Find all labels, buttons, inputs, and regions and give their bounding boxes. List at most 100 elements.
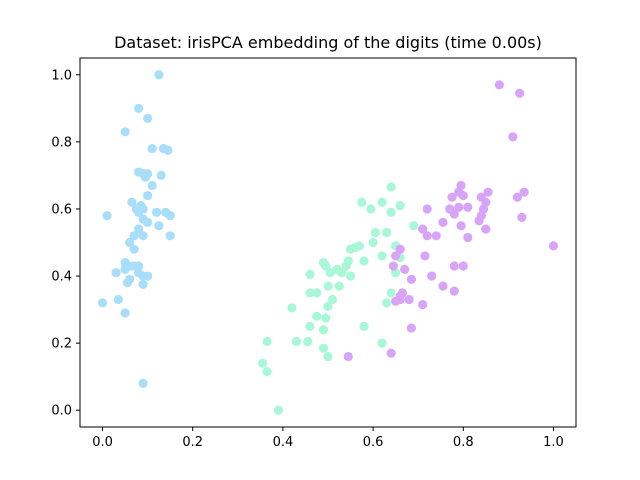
data-point-series-3 [458, 190, 468, 201]
data-point-series-2 [377, 197, 387, 207]
data-point-series-1 [113, 294, 123, 305]
data-point-series-1 [122, 278, 132, 288]
data-point-series-1 [111, 268, 121, 278]
data-point-series-3 [422, 204, 432, 214]
data-point-series-3 [431, 231, 441, 241]
points-layer [97, 70, 559, 415]
data-point-series-2 [291, 336, 302, 347]
data-point-series-3 [449, 209, 459, 219]
data-point-series-3 [418, 224, 428, 234]
data-point-series-2 [318, 343, 329, 353]
data-point-series-3 [494, 80, 504, 90]
data-point-series-1 [147, 180, 157, 191]
data-point-series-2 [382, 227, 392, 238]
data-point-series-3 [519, 187, 529, 197]
data-point-series-2 [382, 298, 392, 308]
data-point-series-3 [454, 202, 464, 212]
data-point-series-3 [395, 244, 405, 254]
data-point-series-1 [138, 231, 148, 241]
data-point-series-2 [377, 338, 387, 348]
data-point-series-3 [483, 187, 493, 197]
data-point-series-2 [334, 281, 344, 291]
data-point-series-2 [321, 313, 331, 323]
y-tick-label: 1.0 [51, 68, 72, 83]
data-point-series-1 [134, 207, 144, 217]
data-point-series-1 [120, 264, 130, 274]
data-point-series-1 [143, 271, 153, 281]
data-point-series-3 [427, 271, 437, 281]
data-point-series-3 [406, 323, 417, 333]
data-point-series-1 [143, 113, 153, 123]
data-point-series-3 [400, 264, 410, 274]
data-point-series-2 [386, 288, 396, 298]
data-point-series-3 [343, 351, 353, 362]
data-point-series-1 [125, 237, 135, 248]
data-point-series-1 [120, 308, 130, 318]
data-point-series-3 [456, 221, 466, 231]
data-point-series-3 [438, 217, 448, 227]
data-point-series-3 [548, 241, 559, 251]
data-point-series-3 [422, 231, 432, 241]
data-point-series-3 [463, 232, 473, 243]
data-point-series-1 [156, 170, 166, 181]
data-point-series-3 [449, 286, 459, 296]
data-point-series-2 [325, 268, 335, 278]
data-point-series-2 [386, 207, 396, 217]
y-tick-label: 0.2 [51, 337, 72, 352]
axes-layer: 0.0 0.2 0.4 0.6 0.8 1.0 0.0 0.2 0.4 0.6 0.8 1.0 [51, 57, 577, 450]
data-point-series-1 [120, 127, 130, 137]
data-point-series-2 [370, 227, 380, 238]
data-point-series-3 [458, 261, 468, 271]
data-point-series-3 [512, 192, 522, 202]
data-point-series-2 [327, 294, 338, 305]
data-point-series-1 [97, 298, 108, 308]
x-tick-label: 0.2 [182, 435, 203, 450]
data-point-series-2 [350, 242, 360, 253]
data-point-series-1 [165, 211, 175, 221]
x-tick-label: 0.6 [363, 435, 384, 450]
data-point-series-2 [312, 311, 322, 321]
data-point-series-1 [129, 244, 139, 254]
data-point-series-2 [368, 237, 378, 248]
data-point-series-1 [134, 261, 144, 271]
data-point-series-1 [143, 190, 153, 201]
data-point-series-1 [154, 221, 164, 231]
data-point-series-3 [406, 274, 417, 284]
y-tick-label: 0.0 [51, 404, 72, 419]
data-point-series-2 [305, 321, 315, 331]
x-tick-label: 1.0 [543, 435, 564, 450]
data-point-series-1 [127, 197, 137, 207]
data-point-series-2 [409, 221, 419, 231]
y-tick-label: 0.4 [51, 270, 72, 285]
data-point-series-3 [481, 224, 491, 234]
data-point-series-1 [129, 231, 139, 241]
plot-frame [79, 57, 577, 428]
data-point-series-3 [508, 132, 518, 142]
data-point-series-1 [140, 172, 150, 182]
data-point-series-2 [262, 367, 272, 377]
data-point-series-1 [138, 279, 148, 290]
data-point-series-2 [323, 281, 333, 291]
data-point-series-2 [318, 325, 329, 335]
data-point-series-1 [138, 378, 148, 388]
data-point-series-1 [134, 103, 144, 113]
data-point-series-1 [147, 143, 157, 154]
data-point-series-1 [134, 224, 144, 234]
y-tick-label: 0.6 [51, 202, 72, 217]
data-point-series-3 [418, 299, 428, 310]
data-point-series-2 [258, 358, 268, 368]
data-point-series-3 [515, 88, 525, 98]
data-point-series-2 [345, 271, 356, 281]
data-point-series-3 [388, 261, 398, 271]
data-point-series-3 [391, 251, 401, 261]
x-tick-label: 0.4 [273, 435, 294, 450]
data-point-series-2 [312, 288, 322, 298]
data-point-series-1 [163, 145, 173, 155]
data-point-series-2 [377, 251, 387, 261]
data-point-series-2 [359, 256, 369, 266]
data-point-series-2 [357, 197, 367, 207]
data-point-series-2 [386, 182, 396, 192]
